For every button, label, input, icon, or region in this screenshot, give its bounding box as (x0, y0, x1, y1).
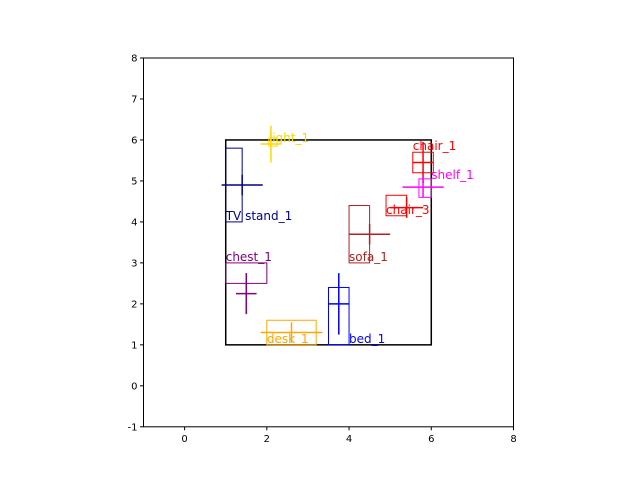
axes-frame (143, 57, 514, 428)
object-tv-stand-1: TV stand_1 (221, 147, 293, 223)
object-light-1: light_1 (260, 125, 309, 163)
x-tick-label: 6 (428, 434, 434, 445)
y-tick-label: 1 (131, 340, 137, 351)
objects-layer: light_1 chair_1 shelf_1 TV stand_1 chair_3so… (221, 125, 474, 346)
object-label: shelf_1 (431, 168, 473, 182)
y-tick-label: 2 (131, 299, 137, 310)
object-chair-1: chair_1 (412, 139, 456, 183)
ticks-layer: 0 2 4 6 8 -1 0 1 2 3 4 5 6 7 8 (128, 54, 517, 445)
object-label: chest_1 (226, 250, 272, 264)
object-chair-3: chair_3 (385, 194, 430, 218)
object-shelf-1: shelf_1 (402, 168, 474, 198)
y-tick-label: 5 (131, 176, 137, 187)
object-label: chair_3 (386, 203, 429, 217)
x-tick-label: 8 (510, 434, 516, 445)
x-tick-label: 4 (346, 434, 352, 445)
object-label: desk_1 (267, 332, 309, 346)
object-box (268, 137, 278, 147)
object-label: TV stand_1 (225, 209, 293, 223)
object-box (418, 178, 432, 198)
object-label: sofa_1 (349, 250, 388, 264)
y-tick-label: 0 (131, 381, 137, 392)
y-tick-label: -1 (128, 422, 138, 433)
y-tick-label: 4 (131, 217, 137, 228)
y-tick-label: 7 (131, 94, 137, 105)
object-label: chair_1 (413, 139, 456, 153)
y-tick-label: 3 (131, 258, 137, 269)
object-desk-1: desk_1 (260, 319, 323, 346)
y-tick-label: 8 (131, 54, 137, 65)
object-bed-1: bed_1 (328, 273, 385, 346)
x-tick-label: 0 (181, 434, 187, 445)
object-label: light_1 (269, 131, 309, 145)
object-label: bed_1 (349, 332, 385, 346)
x-tick-label: 2 (264, 434, 270, 445)
object-chest-1: chest_1 (225, 250, 272, 315)
y-tick-label: 6 (131, 135, 137, 146)
object-sofa-1: sofa_1 (348, 205, 391, 264)
